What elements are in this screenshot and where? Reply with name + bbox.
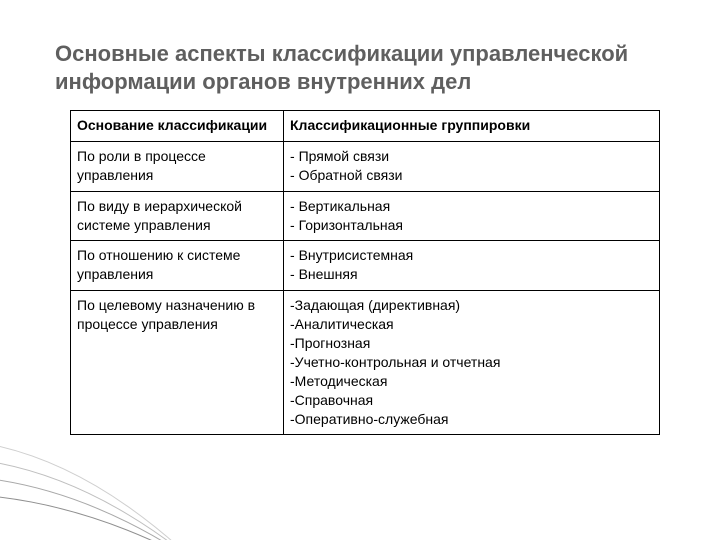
list-item: Оперативно-служебная: [290, 410, 653, 429]
list-item: Аналитическая: [290, 315, 653, 334]
swoosh-decoration: [0, 430, 180, 540]
table-row: По виду в иерархической системе управлен…: [71, 191, 660, 241]
col-header-groups: Классификационные группировки: [284, 111, 660, 142]
list-item: Внешняя: [290, 265, 653, 284]
list-item: Прогнозная: [290, 334, 653, 353]
cell-basis: По целевому назначению в процессе управл…: [71, 291, 284, 435]
table-row: По отношению к системе управления Внутри…: [71, 241, 660, 291]
cell-groups: Внутрисистемная Внешняя: [284, 241, 660, 291]
swoosh-line: [0, 476, 180, 540]
swoosh-line: [0, 494, 180, 540]
cell-groups: Задающая (директивная) Аналитическая Про…: [284, 291, 660, 435]
cell-basis: По роли в процессе управления: [71, 141, 284, 191]
list-item: Обратной связи: [290, 166, 653, 185]
cell-basis: По виду в иерархической системе управлен…: [71, 191, 284, 241]
list-item: Прямой связи: [290, 147, 653, 166]
swoosh-line: [0, 440, 180, 540]
list-item: Справочная: [290, 391, 653, 410]
cell-groups: Вертикальная Горизонтальная: [284, 191, 660, 241]
list-item: Горизонтальная: [290, 216, 653, 235]
table-row: По целевому назначению в процессе управл…: [71, 291, 660, 435]
page-title: Основные аспекты классификации управленч…: [55, 40, 655, 95]
table-header-row: Основание классификации Классификационны…: [71, 111, 660, 142]
swoosh-line: [0, 458, 180, 540]
list-item: Методическая: [290, 372, 653, 391]
list-item: Задающая (директивная): [290, 296, 653, 315]
list-item: Внутрисистемная: [290, 246, 653, 265]
list-item: Вертикальная: [290, 197, 653, 216]
cell-groups: Прямой связи Обратной связи: [284, 141, 660, 191]
cell-basis: По отношению к системе управления: [71, 241, 284, 291]
classification-table: Основание классификации Классификационны…: [70, 110, 660, 435]
list-item: Учетно-контрольная и отчетная: [290, 353, 653, 372]
col-header-basis: Основание классификации: [71, 111, 284, 142]
table-row: По роли в процессе управления Прямой свя…: [71, 141, 660, 191]
